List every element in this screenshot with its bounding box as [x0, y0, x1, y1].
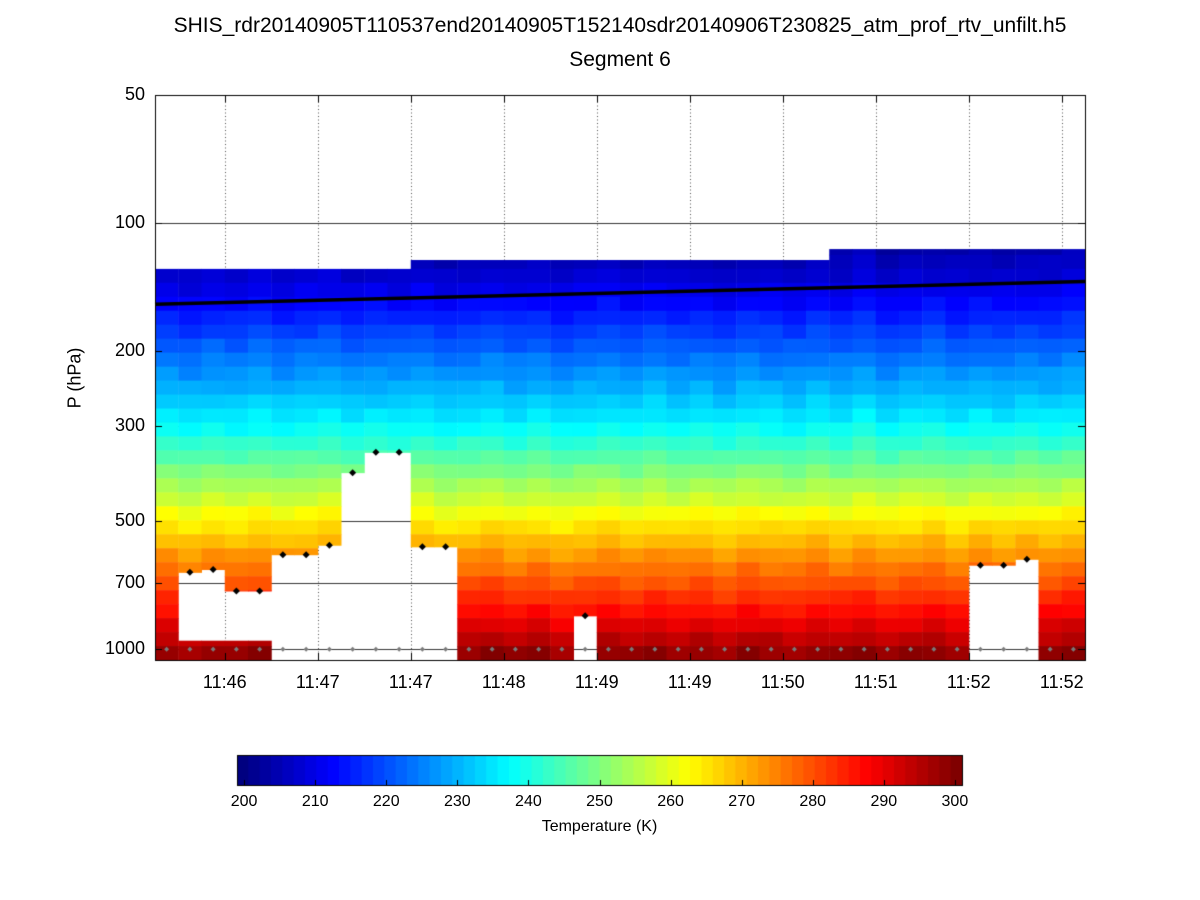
chart-subtitle: Segment 6 — [569, 48, 671, 71]
colorbar-tick-label: 300 — [941, 793, 969, 810]
y-tick-label: 300 — [114, 415, 145, 436]
colorbar-tick-label: 240 — [515, 793, 542, 810]
colorbar-label: Temperature (K) — [541, 818, 658, 835]
x-tick-label: 11:49 — [574, 672, 619, 692]
colorbar-tick-label: 210 — [301, 793, 329, 810]
y-axis-label: P (hPa) — [64, 347, 85, 409]
colorbar-tick-label: 290 — [870, 793, 898, 810]
x-tick-label: 11:51 — [853, 672, 898, 692]
x-tick-label: 11:46 — [202, 672, 247, 692]
y-tick-label: 500 — [114, 509, 145, 530]
colorbar-tick-label: 230 — [443, 793, 471, 810]
colorbar-tick-label: 280 — [799, 793, 827, 810]
x-tick-label: 11:49 — [667, 672, 712, 692]
y-tick-label: 100 — [114, 212, 145, 233]
colorbar-tick-label: 200 — [230, 793, 258, 810]
colorbar-tick-label: 260 — [657, 793, 684, 810]
colorbar-tick-label: 270 — [728, 793, 755, 810]
x-tick-label: 11:52 — [1039, 672, 1084, 692]
y-tick-label: 200 — [114, 340, 145, 361]
x-tick-label: 11:47 — [295, 672, 340, 692]
x-tick-label: 11:47 — [388, 672, 433, 692]
y-tick-label: 1000 — [104, 638, 145, 659]
x-tick-label: 11:52 — [946, 672, 991, 692]
y-tick-label: 50 — [124, 84, 145, 104]
chart-title: SHIS_rdr20140905T110537end20140905T15214… — [173, 14, 1067, 37]
y-tick-label: 700 — [114, 572, 145, 593]
x-tick-label: 11:50 — [760, 672, 805, 692]
x-tick-label: 11:48 — [481, 672, 526, 692]
colorbar-tick-label: 250 — [586, 793, 613, 810]
colorbar-tick-label: 220 — [372, 793, 400, 810]
